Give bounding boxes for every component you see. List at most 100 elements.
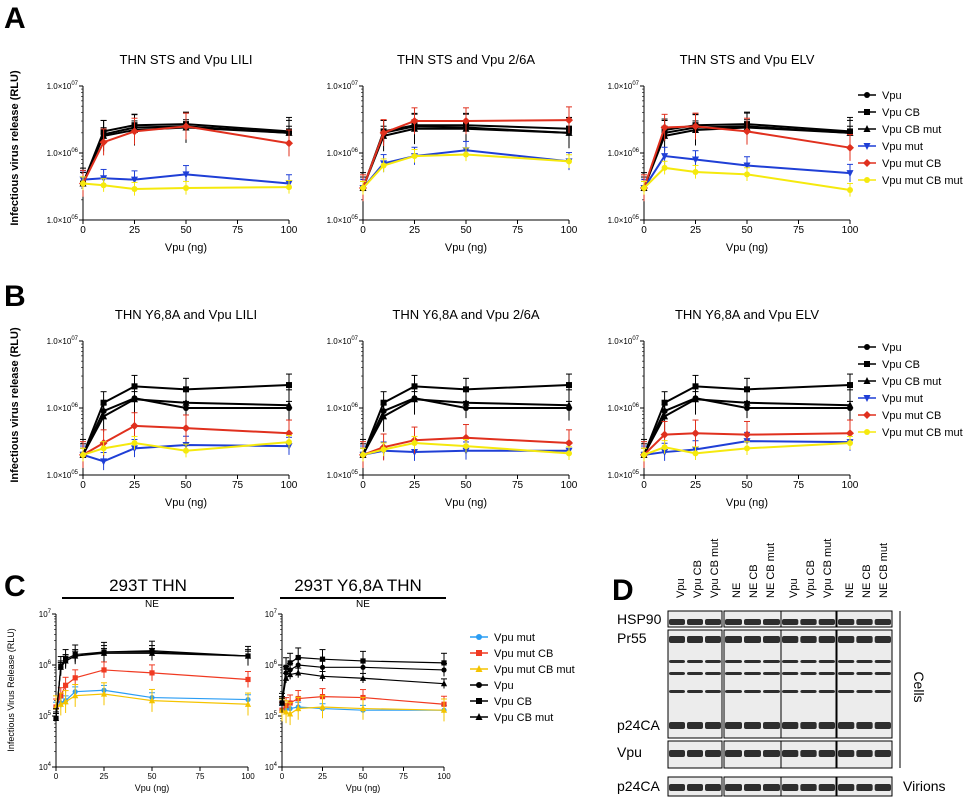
y-tick-exponent: 05 xyxy=(351,470,358,476)
data-point xyxy=(411,440,418,447)
y-tick-label: 1.0×1005 xyxy=(608,470,640,480)
y-tick-label: 1.0×1006 xyxy=(47,403,79,413)
x-axis-label: Vpu (ng) xyxy=(445,242,487,254)
x-axis-label: Vpu (ng) xyxy=(445,497,487,509)
data-point xyxy=(380,412,388,420)
blot-band xyxy=(744,690,761,693)
data-point xyxy=(691,429,700,438)
blot-band xyxy=(838,619,855,625)
x-tick-label: 0 xyxy=(360,480,366,491)
data-point xyxy=(847,187,853,194)
data-point xyxy=(462,117,470,126)
data-point xyxy=(99,138,108,147)
x-tick-label: 0 xyxy=(80,225,86,236)
blot-band xyxy=(744,619,761,625)
panel-letter-a: A xyxy=(4,2,26,35)
data-point xyxy=(148,649,156,656)
legend-panel-a: Vpu Vpu CB Vpu CB mut Vpu mut Vpu mut CB Vpu … xyxy=(858,90,963,187)
blot-band xyxy=(687,784,703,791)
blot-band xyxy=(744,784,761,791)
blot-band xyxy=(725,672,742,675)
row-label-p24ca-cells: p24CA xyxy=(617,717,660,733)
legend-label: Vpu xyxy=(882,342,902,354)
y-tick-exponent: 4 xyxy=(274,762,278,768)
x-tick-label: 100 xyxy=(281,480,298,491)
data-point xyxy=(847,440,853,447)
row-label-p24ca-virions: p24CA xyxy=(617,778,660,794)
y-tick-exponent: 07 xyxy=(632,336,639,342)
row-label-hsp90: HSP90 xyxy=(617,611,662,627)
blot-band xyxy=(725,636,742,643)
data-point xyxy=(846,401,854,409)
y-tick-label: 106 xyxy=(265,660,278,670)
lane-label: NE xyxy=(844,583,856,598)
data-point xyxy=(641,451,647,458)
legend-marker xyxy=(864,344,870,350)
y-tick-exponent: 7 xyxy=(274,609,278,615)
blot-band xyxy=(687,636,703,643)
blot-band xyxy=(818,619,835,625)
data-point xyxy=(100,445,107,452)
blot-band xyxy=(800,690,817,693)
data-point xyxy=(743,398,751,406)
data-point xyxy=(244,700,252,707)
chart-a3: THN STS and Vpu ELV 1.0×1005 1.0×1006 1.0×1… xyxy=(608,52,859,254)
blot-band xyxy=(818,660,835,663)
blot-band xyxy=(669,690,685,693)
blot-band xyxy=(725,784,742,791)
data-point xyxy=(72,652,79,659)
y-tick-exponent: 06 xyxy=(632,403,639,409)
series-vpu-mut-cb-mut xyxy=(80,176,292,196)
legend-panel-c: Vpu mut Vpu mut CB Vpu mut CB mut Vpu Vpu CB… xyxy=(470,632,575,724)
data-point xyxy=(278,699,286,706)
y-tick-exponent: 6 xyxy=(48,660,52,666)
x-tick-label: 50 xyxy=(460,225,472,236)
data-point xyxy=(846,170,854,178)
lane-label: Vpu CB mut xyxy=(709,539,721,598)
blot-band xyxy=(687,672,703,675)
data-point xyxy=(295,669,302,676)
data-point xyxy=(692,450,699,457)
blot-band xyxy=(800,722,817,729)
y-tick-exponent: 05 xyxy=(71,470,78,476)
blot-band xyxy=(818,672,835,675)
y-tick-exponent: 7 xyxy=(48,609,52,615)
x-tick-label: 75 xyxy=(196,772,205,781)
data-point xyxy=(691,122,700,131)
series-vpu-mut-cb-mut xyxy=(641,435,853,462)
blot-band xyxy=(874,690,891,693)
y-tick-exponent: 06 xyxy=(71,148,78,154)
data-point xyxy=(183,447,189,454)
legend-label: Vpu CB mut xyxy=(494,712,553,724)
chart-title: THN Y6,8A and Vpu LILI xyxy=(115,307,257,322)
series-vpu-cb-mut xyxy=(52,647,252,724)
blot-band xyxy=(856,660,873,663)
chart-title: THN Y6,8A and Vpu 2/6A xyxy=(392,307,540,322)
x-tick-label: 25 xyxy=(690,480,702,491)
blot-band xyxy=(687,619,703,625)
legend-label: Vpu xyxy=(494,680,514,692)
data-point xyxy=(661,412,669,420)
x-tick-label: 75 xyxy=(232,225,244,236)
data-point xyxy=(282,708,290,715)
data-point xyxy=(641,185,647,192)
data-point xyxy=(245,676,251,683)
x-axis-label: Vpu (ng) xyxy=(165,242,207,254)
y-tick-exponent: 07 xyxy=(71,336,78,342)
x-tick-label: 0 xyxy=(641,225,647,236)
blot-band xyxy=(669,672,685,675)
legend-marker xyxy=(864,361,870,367)
x-tick-label: 75 xyxy=(793,480,805,491)
y-tick-exponent: 06 xyxy=(632,148,639,154)
data-point xyxy=(410,117,419,126)
blot-band xyxy=(874,619,891,625)
data-point xyxy=(244,652,252,659)
data-point xyxy=(744,171,750,178)
blot-band xyxy=(705,690,721,693)
y-tick-exponent: 07 xyxy=(351,336,358,342)
data-point xyxy=(360,658,366,664)
x-tick-label: 100 xyxy=(437,772,451,781)
legend-marker xyxy=(864,429,870,435)
